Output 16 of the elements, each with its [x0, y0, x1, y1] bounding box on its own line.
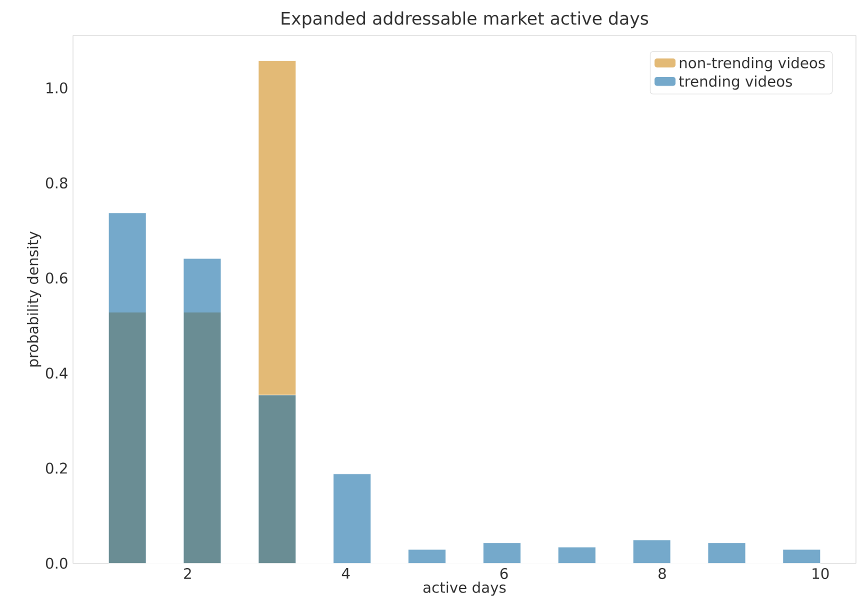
x-tick-label: 6 [500, 568, 508, 580]
y-tick-label: 0.4 [46, 368, 68, 379]
y-tick-label: 0.0 [46, 558, 68, 569]
y-axis-title: probability density [26, 232, 42, 366]
legend-label: trending videos [678, 75, 792, 90]
x-tick-label: 2 [184, 568, 191, 579]
chart-title: Expanded addressable market active days [282, 11, 648, 28]
x-tick-label: 10 [812, 568, 829, 580]
y-tick-label: 0.6 [46, 272, 68, 284]
y-tick-label: 0.2 [46, 462, 67, 474]
y-tick-label: 0.8 [46, 177, 68, 189]
x-axis-title: active days [423, 582, 506, 596]
y-tick-label: 1.0 [46, 82, 68, 94]
x-tick-label: 8 [658, 568, 666, 580]
x-tick-label: 4 [342, 568, 350, 579]
legend-label: non-trending videos [680, 57, 825, 72]
